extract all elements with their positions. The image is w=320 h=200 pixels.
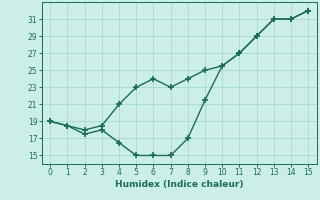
X-axis label: Humidex (Indice chaleur): Humidex (Indice chaleur) [115,180,244,189]
